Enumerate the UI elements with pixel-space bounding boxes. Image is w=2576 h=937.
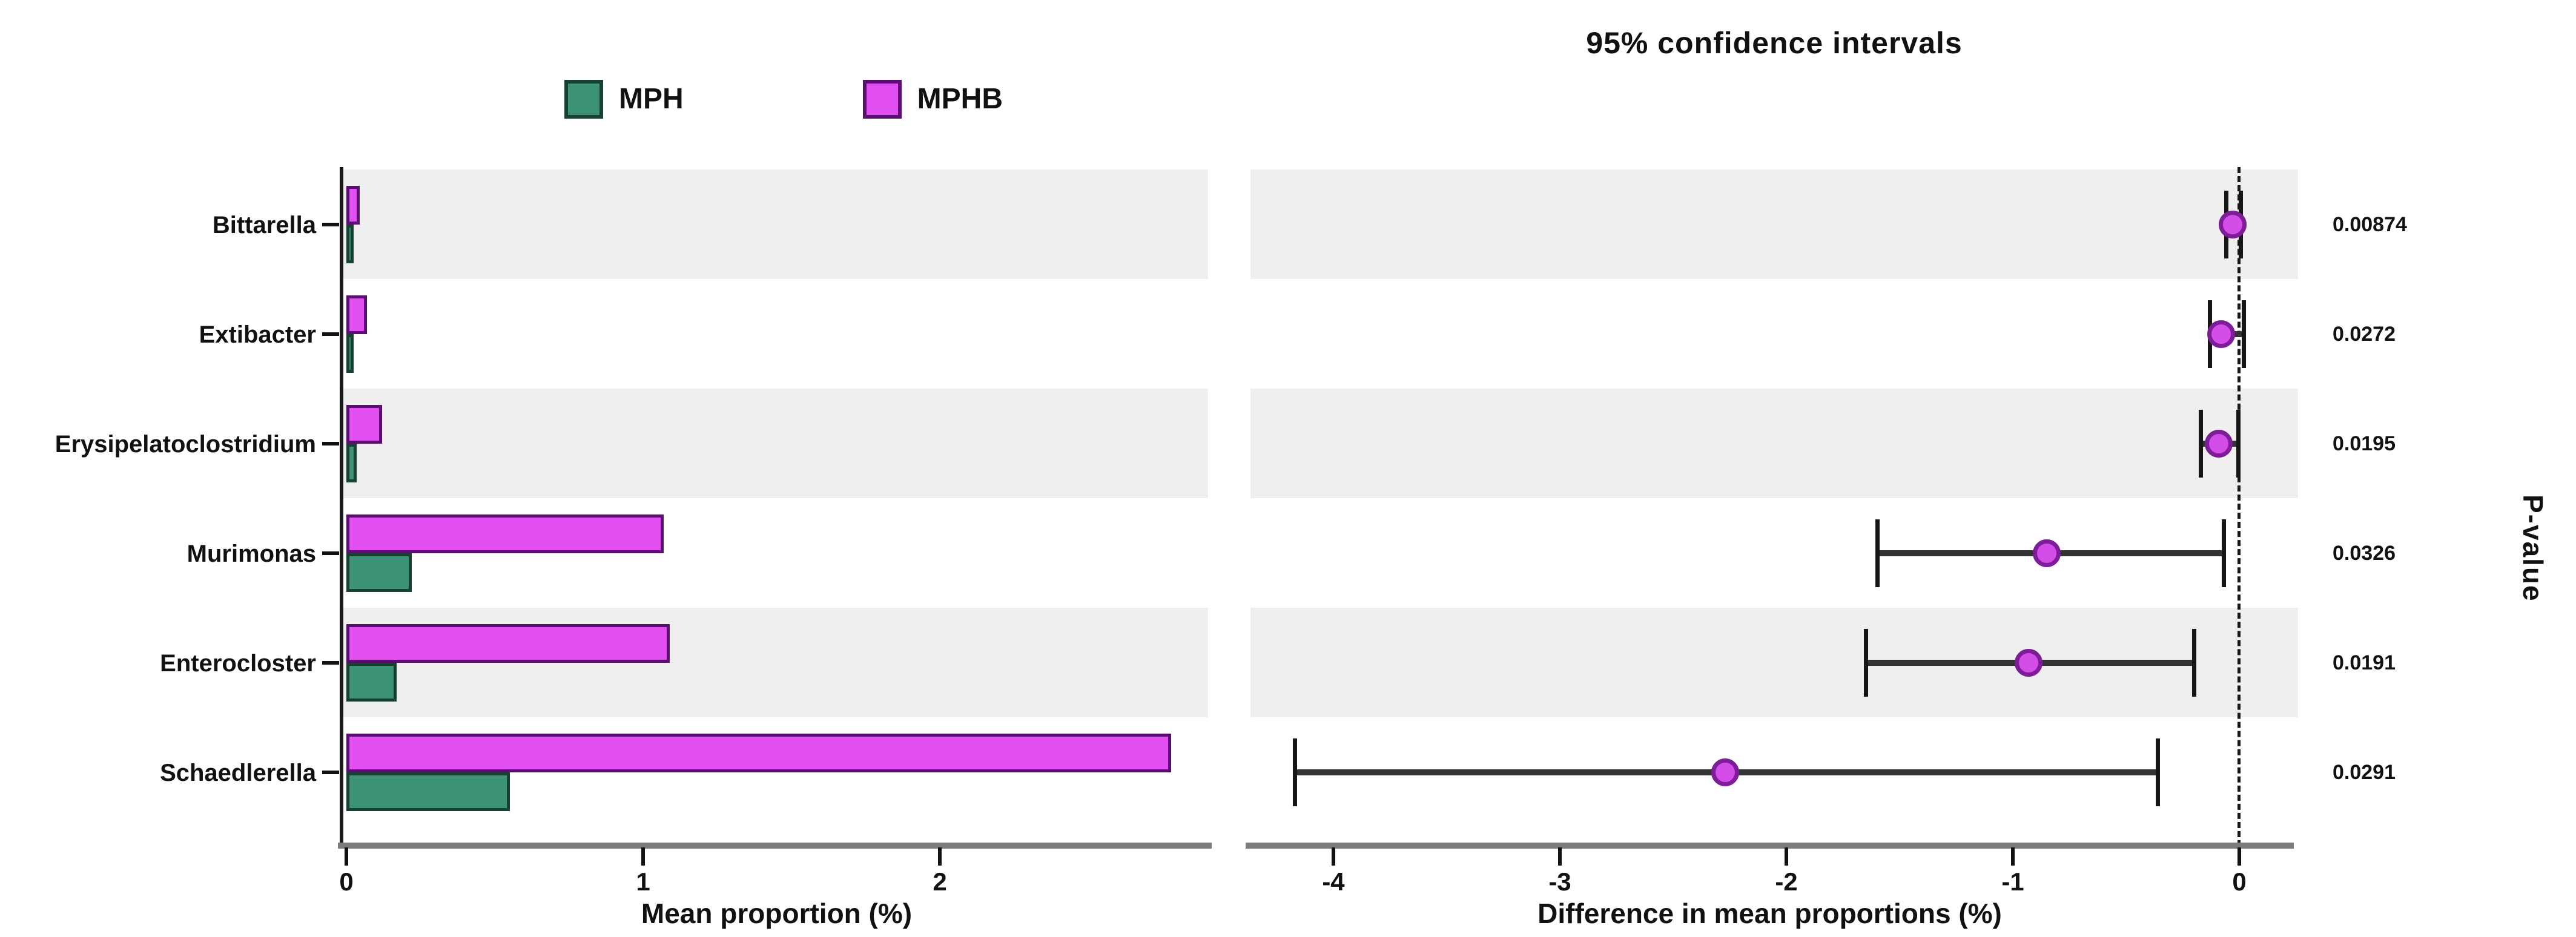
right-x-axis-line [1246, 843, 2294, 849]
y-axis-label: Bittarella [212, 212, 316, 238]
x-tick-label: -4 [1322, 867, 1345, 896]
ci-point [2015, 649, 2043, 677]
x-tick-label: 2 [933, 867, 947, 896]
p-value: 0.00874 [2333, 213, 2407, 236]
bar-mph [346, 772, 510, 811]
y-tick [322, 551, 339, 555]
y-axis-label: Erysipelatoclostridium [54, 431, 316, 458]
right-x-axis-title: Difference in mean proportions (%) [1537, 898, 2002, 929]
ci-cap [2242, 300, 2247, 368]
x-tick [1332, 847, 1335, 866]
legend: MPH MPHB [564, 80, 1003, 119]
row-band [343, 169, 1208, 279]
left-x-axis-title: Mean proportion (%) [641, 898, 913, 929]
bar-mphb [346, 515, 664, 553]
ci-cap [1293, 738, 1298, 806]
row-band [1250, 389, 2298, 498]
bar-mphb [346, 734, 1172, 772]
ci-cap [2192, 629, 2197, 697]
x-tick [938, 847, 942, 866]
bar-mphb [346, 405, 382, 444]
x-tick-label: -3 [1548, 867, 1571, 896]
x-tick [2011, 847, 2015, 866]
legend-swatch-mphb [862, 80, 902, 119]
y-axis-label: Schaedlerella [160, 760, 316, 786]
bar-mphb [346, 186, 360, 225]
ci-cap [1863, 629, 1868, 697]
y-tick [322, 223, 339, 226]
bar-mphb [346, 624, 670, 663]
y-tick [322, 661, 339, 665]
ci-point [1711, 758, 1740, 786]
legend-label-mphb: MPHB [917, 83, 1003, 115]
ci-cap [2236, 410, 2241, 478]
y-axis-spine [340, 167, 343, 843]
y-tick [322, 771, 339, 774]
y-axis-label: Enterocloster [160, 650, 316, 677]
p-value: 0.0191 [2333, 651, 2396, 674]
chart-title: 95% confidence intervals [1586, 26, 1963, 60]
x-tick [1785, 847, 1788, 866]
bar-mph [346, 334, 354, 373]
ci-point [2218, 211, 2247, 238]
y-tick [322, 332, 339, 336]
p-value: 0.0272 [2333, 323, 2396, 346]
y-axis-label: Extibacter [199, 321, 316, 348]
legend-label-mph: MPH [619, 83, 684, 115]
x-tick-label: 0 [339, 867, 354, 896]
x-tick-label: -1 [2001, 867, 2024, 896]
p-value: 0.0195 [2333, 432, 2396, 455]
x-tick-label: 0 [2232, 867, 2247, 896]
bar-mph [346, 663, 397, 702]
legend-swatch-mph [564, 80, 603, 119]
x-tick [345, 847, 348, 866]
ci-cap [2199, 410, 2204, 478]
bar-mph [346, 553, 412, 592]
row-band [343, 389, 1208, 498]
bar-mph [346, 444, 357, 482]
bar-mphb [346, 295, 368, 334]
p-value-axis-title: P-value [2517, 495, 2549, 602]
y-axis-label: Murimonas [187, 541, 316, 567]
zero-line [2237, 167, 2241, 846]
bar-mph [346, 225, 354, 263]
ci-cap [2156, 738, 2161, 806]
ci-point [2207, 320, 2236, 348]
ci-point [2033, 539, 2061, 567]
x-tick-label: 1 [636, 867, 650, 896]
left-x-axis-line [338, 843, 1212, 849]
ci-cap [1875, 519, 1880, 587]
y-tick [322, 442, 339, 445]
x-tick [641, 847, 645, 866]
x-tick [2237, 847, 2241, 866]
x-tick [1558, 847, 1562, 866]
row-band [1250, 169, 2298, 279]
p-value: 0.0291 [2333, 761, 2396, 784]
ci-cap [2221, 519, 2226, 587]
x-tick-label: -2 [1775, 867, 1798, 896]
ci-point [2205, 430, 2233, 458]
p-value: 0.0326 [2333, 542, 2396, 565]
